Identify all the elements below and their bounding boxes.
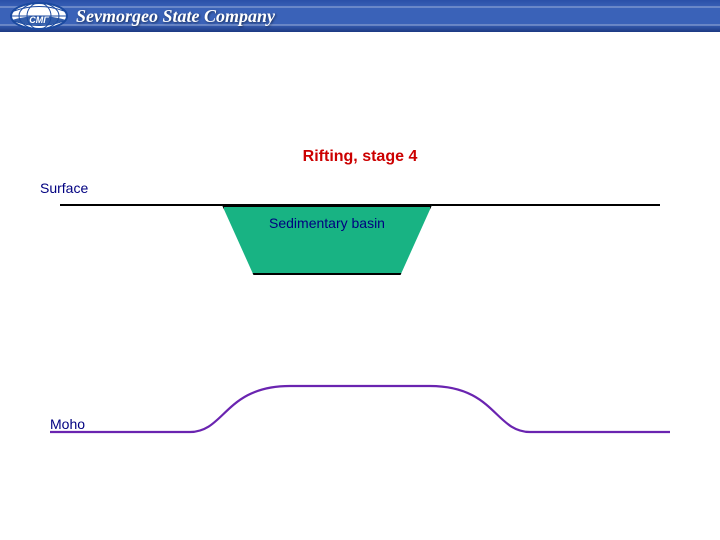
- moho-boundary: [50, 370, 670, 450]
- company-logo: СМГ: [8, 0, 70, 32]
- svg-text:СМГ: СМГ: [29, 15, 49, 25]
- basin-label: Sedimentary basin: [269, 215, 385, 231]
- header-bar: СМГ Sevmorgeo State Company: [0, 0, 720, 32]
- sedimentary-basin: Sedimentary basin: [222, 205, 432, 275]
- slide: { "header": { "company": "Sevmorgeo Stat…: [0, 0, 720, 540]
- diagram-title: Rifting, stage 4: [0, 148, 720, 166]
- company-name: Sevmorgeo State Company: [76, 6, 275, 27]
- surface-label: Surface: [40, 180, 88, 196]
